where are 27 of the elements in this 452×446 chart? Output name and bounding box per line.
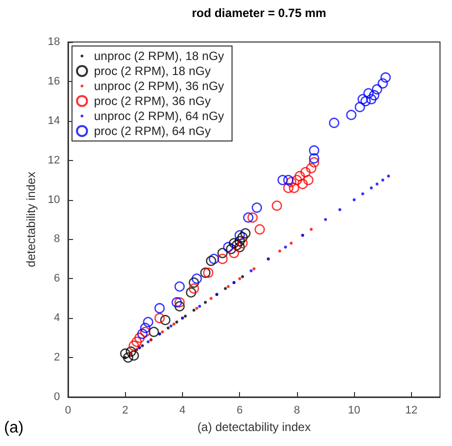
legend-label: proc (2 RPM), 18 nGy	[94, 64, 211, 78]
x-tick-label: 0	[64, 404, 72, 416]
x-axis-title: (a) detectability index	[197, 420, 311, 434]
y-tick-label: 8	[54, 233, 60, 246]
y-tick-label: 18	[48, 36, 60, 48]
y-axis-title: detectability index	[24, 172, 38, 268]
legend-label: unproc (2 RPM), 36 nGy	[94, 79, 224, 93]
text: (a)	[4, 420, 24, 436]
y-tick-label: 12	[48, 154, 60, 166]
x-tick-label: 12	[405, 404, 418, 416]
legend-label: proc (2 RPM), 36 nGy	[94, 94, 211, 108]
y-tick-label: 4	[54, 312, 60, 324]
y-tick-label: 14	[48, 114, 60, 127]
y-tick-label: 0	[54, 391, 60, 403]
y-tick-label: 16	[48, 75, 60, 88]
y-tick-label: 2	[54, 352, 60, 364]
x-tick-label: 8	[294, 404, 300, 416]
chart-title: rod diameter = 0.75 mm	[192, 6, 326, 20]
x-tick-label: 6	[236, 404, 243, 416]
y-tick-label: 10	[48, 194, 60, 206]
x-tick-label: 10	[348, 404, 360, 416]
x-tick-label: 4	[179, 404, 186, 416]
legend-label: unproc (2 RPM), 64 nGy	[94, 109, 224, 123]
y-tick-label: 6	[54, 272, 60, 285]
legend-label: unproc (2 RPM), 18 nGy	[94, 49, 224, 63]
legend-label: proc (2 RPM), 64 nGy	[94, 124, 211, 138]
x-tick-label: 2	[122, 404, 128, 416]
